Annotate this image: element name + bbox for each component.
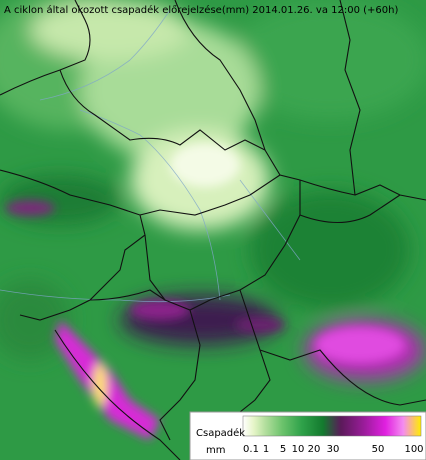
legend-label: 10	[292, 444, 305, 455]
legend: Csapadék mm 0.1 1 5 10 20 30 50 100	[189, 411, 426, 460]
legend-label: 50	[372, 444, 385, 455]
legend-title: Csapadék	[196, 427, 245, 439]
legend-label: 30	[327, 444, 340, 455]
legend-label: 20	[308, 444, 321, 455]
legend-unit: mm	[206, 445, 225, 456]
legend-label: 1	[263, 444, 269, 455]
map-title: A ciklon által okozott csapadék előrejel…	[4, 4, 398, 16]
legend-label: 0.1	[243, 444, 259, 455]
legend-label: 100	[404, 444, 423, 455]
legend-ticks: 0.1 1 5 10 20 30 50 100	[243, 444, 424, 455]
rivers	[0, 9, 301, 303]
color-scale	[242, 415, 422, 437]
legend-label: 5	[280, 444, 286, 455]
